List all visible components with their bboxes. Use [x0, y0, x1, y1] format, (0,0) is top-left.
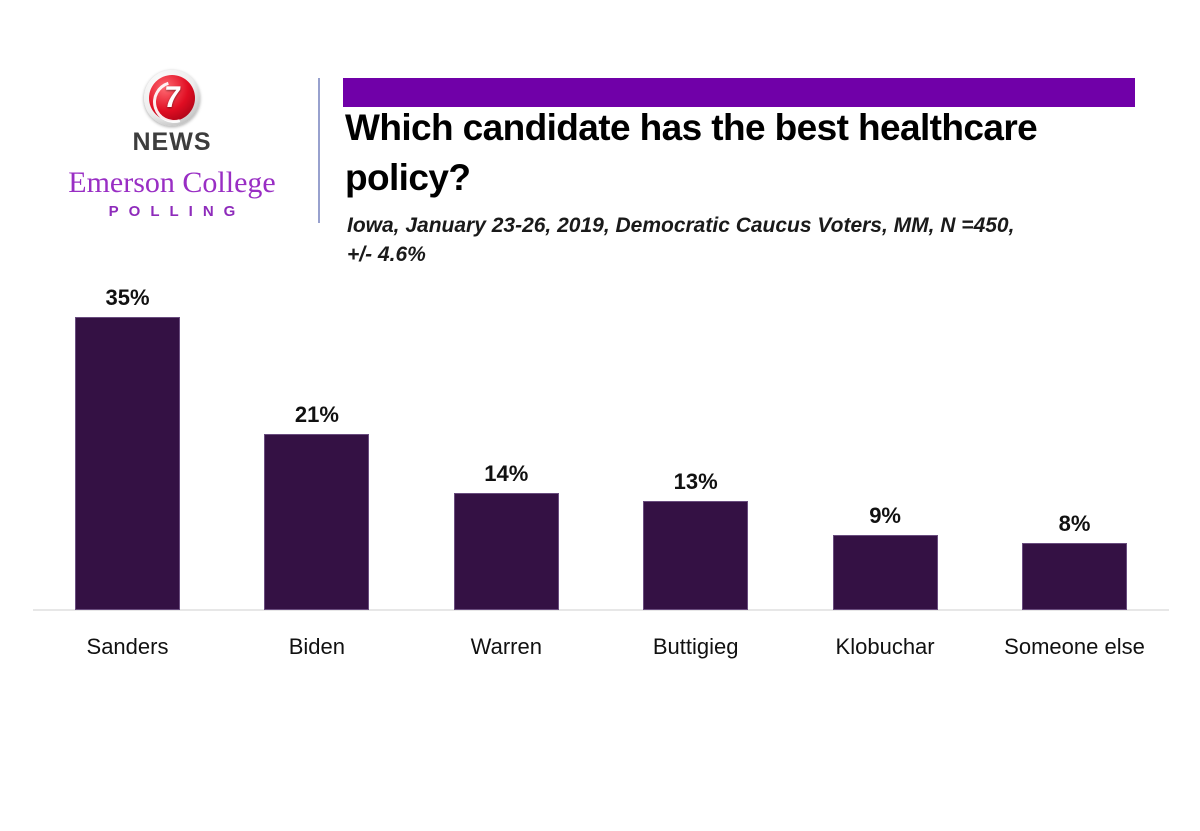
chart-subtitle-line2: +/- 4.6% — [347, 243, 426, 266]
news7-emerson-branding: 7 NEWS Emerson College POLLING — [40, 70, 304, 220]
channel7-red-circle: 7 — [145, 73, 203, 131]
bar — [832, 535, 938, 610]
header-accent-bar — [343, 78, 1135, 107]
bar-category-label: Someone else — [1004, 634, 1145, 659]
bar-category-label: Biden — [288, 634, 346, 659]
bar — [264, 434, 370, 610]
chart-title: Which candidate has the best healthcare … — [345, 103, 1145, 203]
bar — [1022, 543, 1127, 610]
bar-category-label: Warren — [470, 634, 542, 659]
bar — [453, 493, 559, 610]
bar-value-label: 35% — [105, 285, 150, 310]
chart-title-line2: policy? — [345, 157, 471, 198]
emerson-college-label: Emerson College — [68, 166, 276, 199]
bar-value-label: 8% — [1058, 511, 1091, 536]
bar-category-label: Buttigieg — [652, 634, 739, 659]
bar-category-label: Sanders — [86, 634, 169, 659]
polling-label: POLLING — [108, 203, 246, 220]
bar-value-label: 9% — [869, 503, 901, 528]
bar-value-label: 14% — [484, 461, 529, 486]
news-wordmark: NEWS — [132, 128, 212, 156]
chart-title-line1: Which candidate has the best healthcare — [345, 107, 1038, 148]
x-axis-line — [33, 609, 1169, 611]
channel7-logo-icon: 7 — [144, 70, 203, 131]
bar-value-label: 13% — [673, 469, 718, 494]
bar-value-label: 21% — [294, 402, 339, 427]
bar — [75, 317, 180, 610]
bar-category-label: Klobuchar — [835, 634, 935, 659]
bar — [643, 501, 749, 610]
channel7-number: 7 — [161, 81, 183, 114]
chart-subtitle: Iowa, January 23-26, 2019, Democratic Ca… — [347, 211, 1127, 269]
divider-line — [318, 78, 320, 223]
chart-subtitle-line1: Iowa, January 23-26, 2019, Democratic Ca… — [347, 214, 1015, 237]
